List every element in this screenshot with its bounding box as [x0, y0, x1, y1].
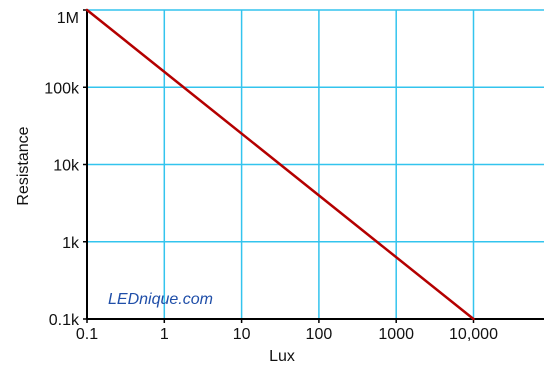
- y-tick-label-2: 10k: [53, 158, 80, 175]
- y-axis-title: Resistance: [15, 126, 32, 205]
- x-tick-label-5: 10,000: [449, 326, 498, 343]
- y-tick-label-0: 0.1k: [49, 312, 80, 329]
- x-tick-label-0: 0.1: [76, 326, 98, 343]
- y-tick-label-4: 1M: [57, 10, 79, 27]
- series-layer: [85, 8, 475, 321]
- x-tick-label-2: 10: [233, 326, 251, 343]
- y-tick-label-1: 1k: [62, 235, 80, 252]
- axes: [83, 9, 544, 323]
- y-tick-label-3: 100k: [44, 80, 80, 97]
- labels: 0.1 1 10 100 1000 10,000 0.1k 1k 10k 100k 1M Lux Res…: [15, 10, 498, 365]
- x-axis-title: Lux: [269, 348, 295, 365]
- series-line-0: [85, 8, 475, 321]
- grid: [87, 9, 544, 319]
- x-tick-label-4: 1000: [378, 326, 414, 343]
- x-tick-label-1: 1: [160, 326, 169, 343]
- watermark-text: LEDnique.com: [108, 291, 213, 308]
- x-tick-label-3: 100: [306, 326, 333, 343]
